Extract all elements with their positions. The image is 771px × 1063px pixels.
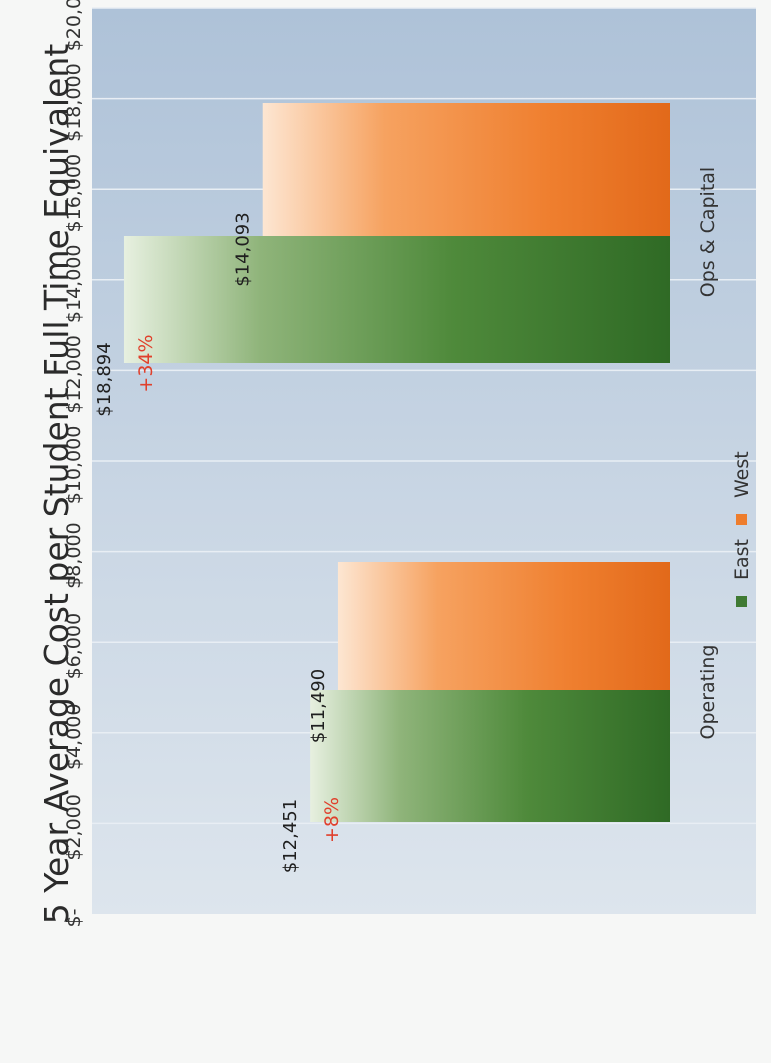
y-tick-label-1: $2,000 [63,794,85,860]
y-tick-label-4: $8,000 [63,522,85,588]
data-label-ops-capital-west: $14,093 [233,212,254,286]
y-tick-label-0: $- [63,909,85,928]
y-tick-label-10: $20,000 [63,0,85,51]
legend-label-east: East [731,539,753,580]
diff-label-ops-capital: +34% [135,334,157,392]
axis-tick-labels: $- $2,000 $4,000 $6,000 $8,000 $10,000 $12,000… [63,0,85,927]
y-tick-label-3: $6,000 [63,613,85,679]
category-labels: Operating Ops & Capital [697,167,719,740]
data-labels: $12,451 +8% $11,490 $18,894 +34% $14,093 [94,212,343,873]
category-label-operating: Operating [697,645,719,740]
y-tick-label-7: $14,000 [63,245,85,324]
chart-title: 5 Year Average Cost per Student Full Tim… [37,44,76,925]
bar-operating-west [337,562,670,690]
bars [123,103,671,822]
y-tick-label-8: $16,000 [63,154,85,233]
legend: East West [731,451,753,607]
diff-label-operating: +8% [321,797,343,843]
category-label-ops-capital: Ops & Capital [697,167,719,297]
bar-ops-capital-west [262,103,670,236]
bar-ops-capital-east [123,236,671,363]
data-label-operating-east: $12,451 [280,799,301,873]
bar-operating-east [310,690,670,822]
data-label-ops-capital-east: $18,894 [94,342,115,416]
y-tick-label-5: $10,000 [63,426,85,505]
y-tick-label-9: $18,000 [63,63,85,142]
data-label-operating-west: $11,490 [308,669,329,743]
legend-swatch-east [736,596,747,607]
legend-swatch-west [736,514,747,525]
legend-label-west: West [731,451,753,498]
y-tick-label-2: $4,000 [63,704,85,770]
y-tick-label-6: $12,000 [63,335,85,414]
